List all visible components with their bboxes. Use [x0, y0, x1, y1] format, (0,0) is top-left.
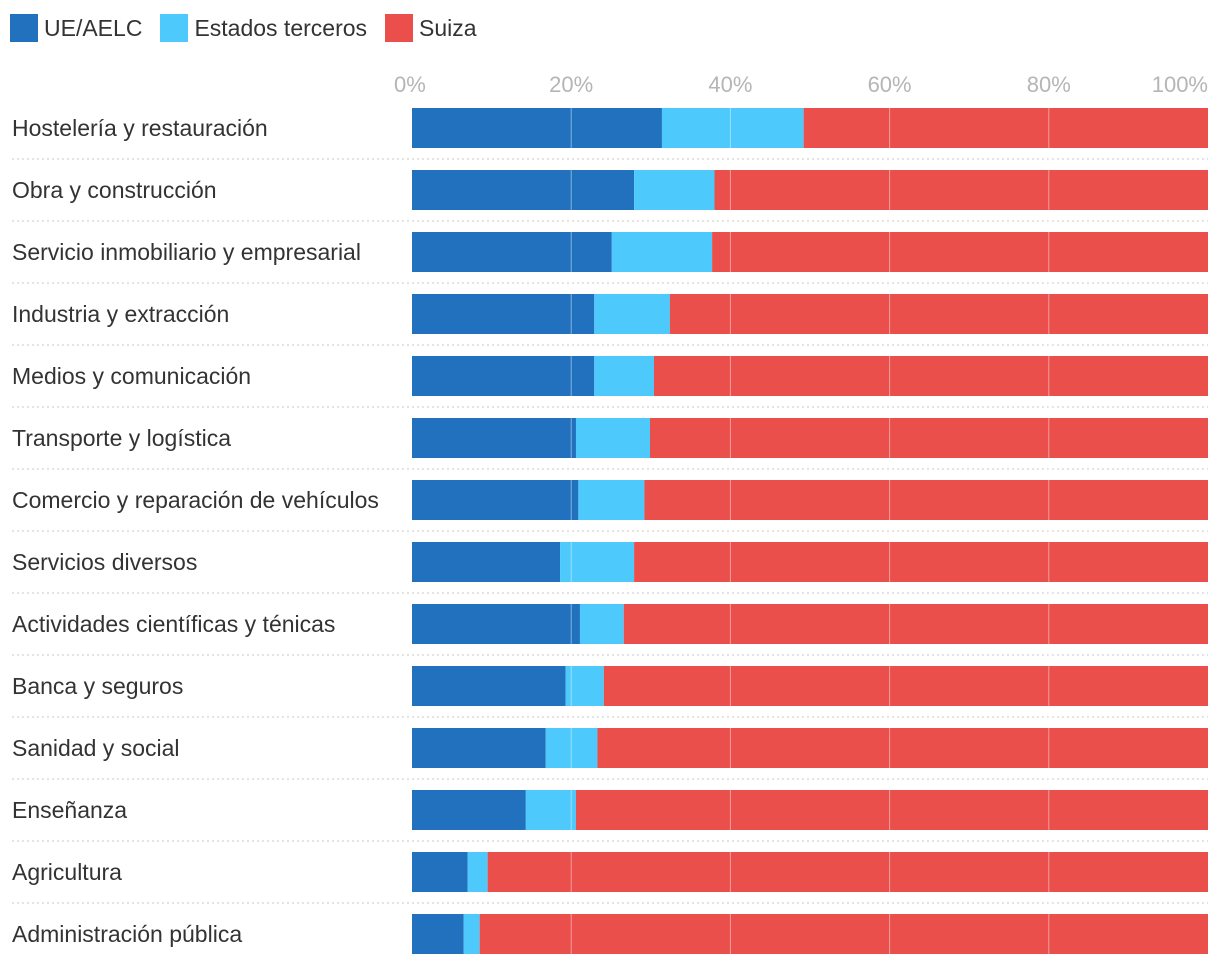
- bar-segment: [650, 418, 1208, 458]
- bar-segment: [412, 480, 579, 520]
- x-tick-label: 80%: [1027, 72, 1071, 97]
- bar-segment: [412, 790, 526, 830]
- category-label: Enseñanza: [12, 797, 127, 823]
- bar-segment: [560, 542, 635, 582]
- bar-segment: [479, 914, 1208, 954]
- bar-segment: [412, 666, 566, 706]
- bar-segment: [565, 666, 604, 706]
- bar-segment: [412, 914, 464, 954]
- bar-segment: [412, 418, 576, 458]
- bar-segment: [803, 108, 1208, 148]
- category-label: Medios y comunicación: [12, 363, 251, 389]
- bar-segment: [412, 294, 595, 334]
- bar-segment: [661, 108, 804, 148]
- x-tick-label: 60%: [868, 72, 912, 97]
- category-label: Actividades científicas y ténicas: [12, 611, 335, 637]
- bar-segment: [525, 790, 576, 830]
- bar-segment: [611, 232, 713, 272]
- legend-swatch-estados-terceros: [160, 14, 189, 42]
- category-label: Comercio y reparación de vehículos: [12, 487, 379, 513]
- category-label: Agricultura: [12, 859, 122, 885]
- bar-segment: [467, 852, 488, 892]
- bar-segment: [412, 108, 662, 148]
- bar-segment: [634, 170, 715, 210]
- bar-segment: [578, 480, 645, 520]
- bar-segment: [545, 728, 598, 768]
- category-label: Servicio inmobiliario y empresarial: [12, 239, 361, 265]
- x-tick-label: 0%: [394, 72, 426, 97]
- bar-segment: [634, 542, 1208, 582]
- category-label: Hostelería y restauración: [12, 115, 268, 141]
- legend-label-estados-terceros: Estados terceros: [194, 14, 368, 41]
- bar-segment: [594, 294, 670, 334]
- category-label: Industria y extracción: [12, 301, 229, 327]
- category-label: Transporte y logística: [12, 425, 231, 451]
- bar-segment: [575, 418, 651, 458]
- legend-item-suiza: Suiza: [385, 14, 477, 42]
- bar-segment: [712, 232, 1208, 272]
- bar-segment: [412, 356, 595, 396]
- bar-segment: [714, 170, 1208, 210]
- x-tick-label: 20%: [549, 72, 593, 97]
- category-label: Sanidad y social: [12, 735, 180, 761]
- bar-segment: [644, 480, 1208, 520]
- legend-item-estados-terceros: Estados terceros: [160, 14, 367, 42]
- x-axis-ticks: 0% 20% 40% 60% 80% 100%: [394, 72, 1208, 97]
- bar-segment: [575, 790, 1208, 830]
- bar-segment: [412, 852, 468, 892]
- bar-segment: [412, 542, 561, 582]
- bar-segment: [579, 604, 624, 644]
- bar-segment: [412, 604, 580, 644]
- category-label: Administración pública: [12, 921, 242, 947]
- bars: [412, 108, 1208, 954]
- x-tick-label: 100%: [1152, 72, 1208, 97]
- bar-segment: [412, 232, 612, 272]
- bar-segment: [412, 728, 546, 768]
- bar-segment: [594, 356, 654, 396]
- bar-segment: [603, 666, 1208, 706]
- legend-swatch-suiza: [385, 14, 414, 42]
- gridlines: [570, 100, 1050, 964]
- category-label: Banca y seguros: [12, 673, 183, 699]
- legend: UE/AELC Estados terceros Suiza: [10, 12, 495, 44]
- legend-item-ue-aelc: UE/AELC: [10, 14, 142, 42]
- legend-swatch-ue-aelc: [10, 14, 38, 42]
- x-tick-label: 40%: [708, 72, 752, 97]
- category-label: Obra y construcción: [12, 177, 217, 203]
- category-label: Servicios diversos: [12, 549, 197, 575]
- bar-segment: [597, 728, 1208, 768]
- bar-segment: [669, 294, 1208, 334]
- bar-segment: [653, 356, 1208, 396]
- bar-segment: [623, 604, 1208, 644]
- legend-label-suiza: Suiza: [419, 14, 477, 41]
- bar-segment: [412, 170, 635, 210]
- bar-segment: [463, 914, 480, 954]
- legend-label-ue-aelc: UE/AELC: [44, 14, 143, 41]
- bar-segment: [487, 852, 1208, 892]
